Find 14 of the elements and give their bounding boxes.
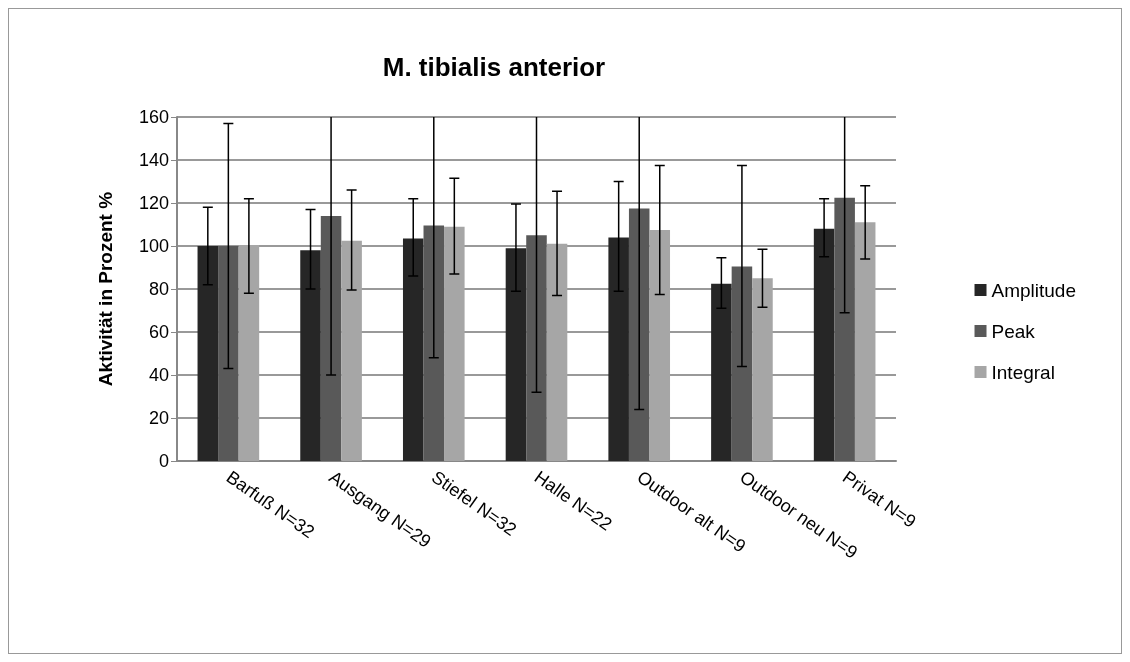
y-tick-label: 120 [138,193,169,213]
y-tick-label: 140 [138,150,169,170]
y-tick-label: 60 [148,322,169,342]
y-tick-label: 20 [148,408,169,428]
y-tick-label: 160 [138,107,169,127]
legend-label: Peak [991,320,1036,342]
y-axis-title: Aktivität in Prozent % [95,191,116,387]
chart-title: M. tibialis anterior [382,52,606,82]
y-tick-label: 100 [138,236,169,256]
legend-label: Amplitude [991,279,1077,301]
y-tick-label: 0 [158,451,169,471]
y-tick-label: 40 [148,365,169,385]
legend-label: Integral [991,361,1055,383]
y-tick-label: 80 [148,279,169,299]
